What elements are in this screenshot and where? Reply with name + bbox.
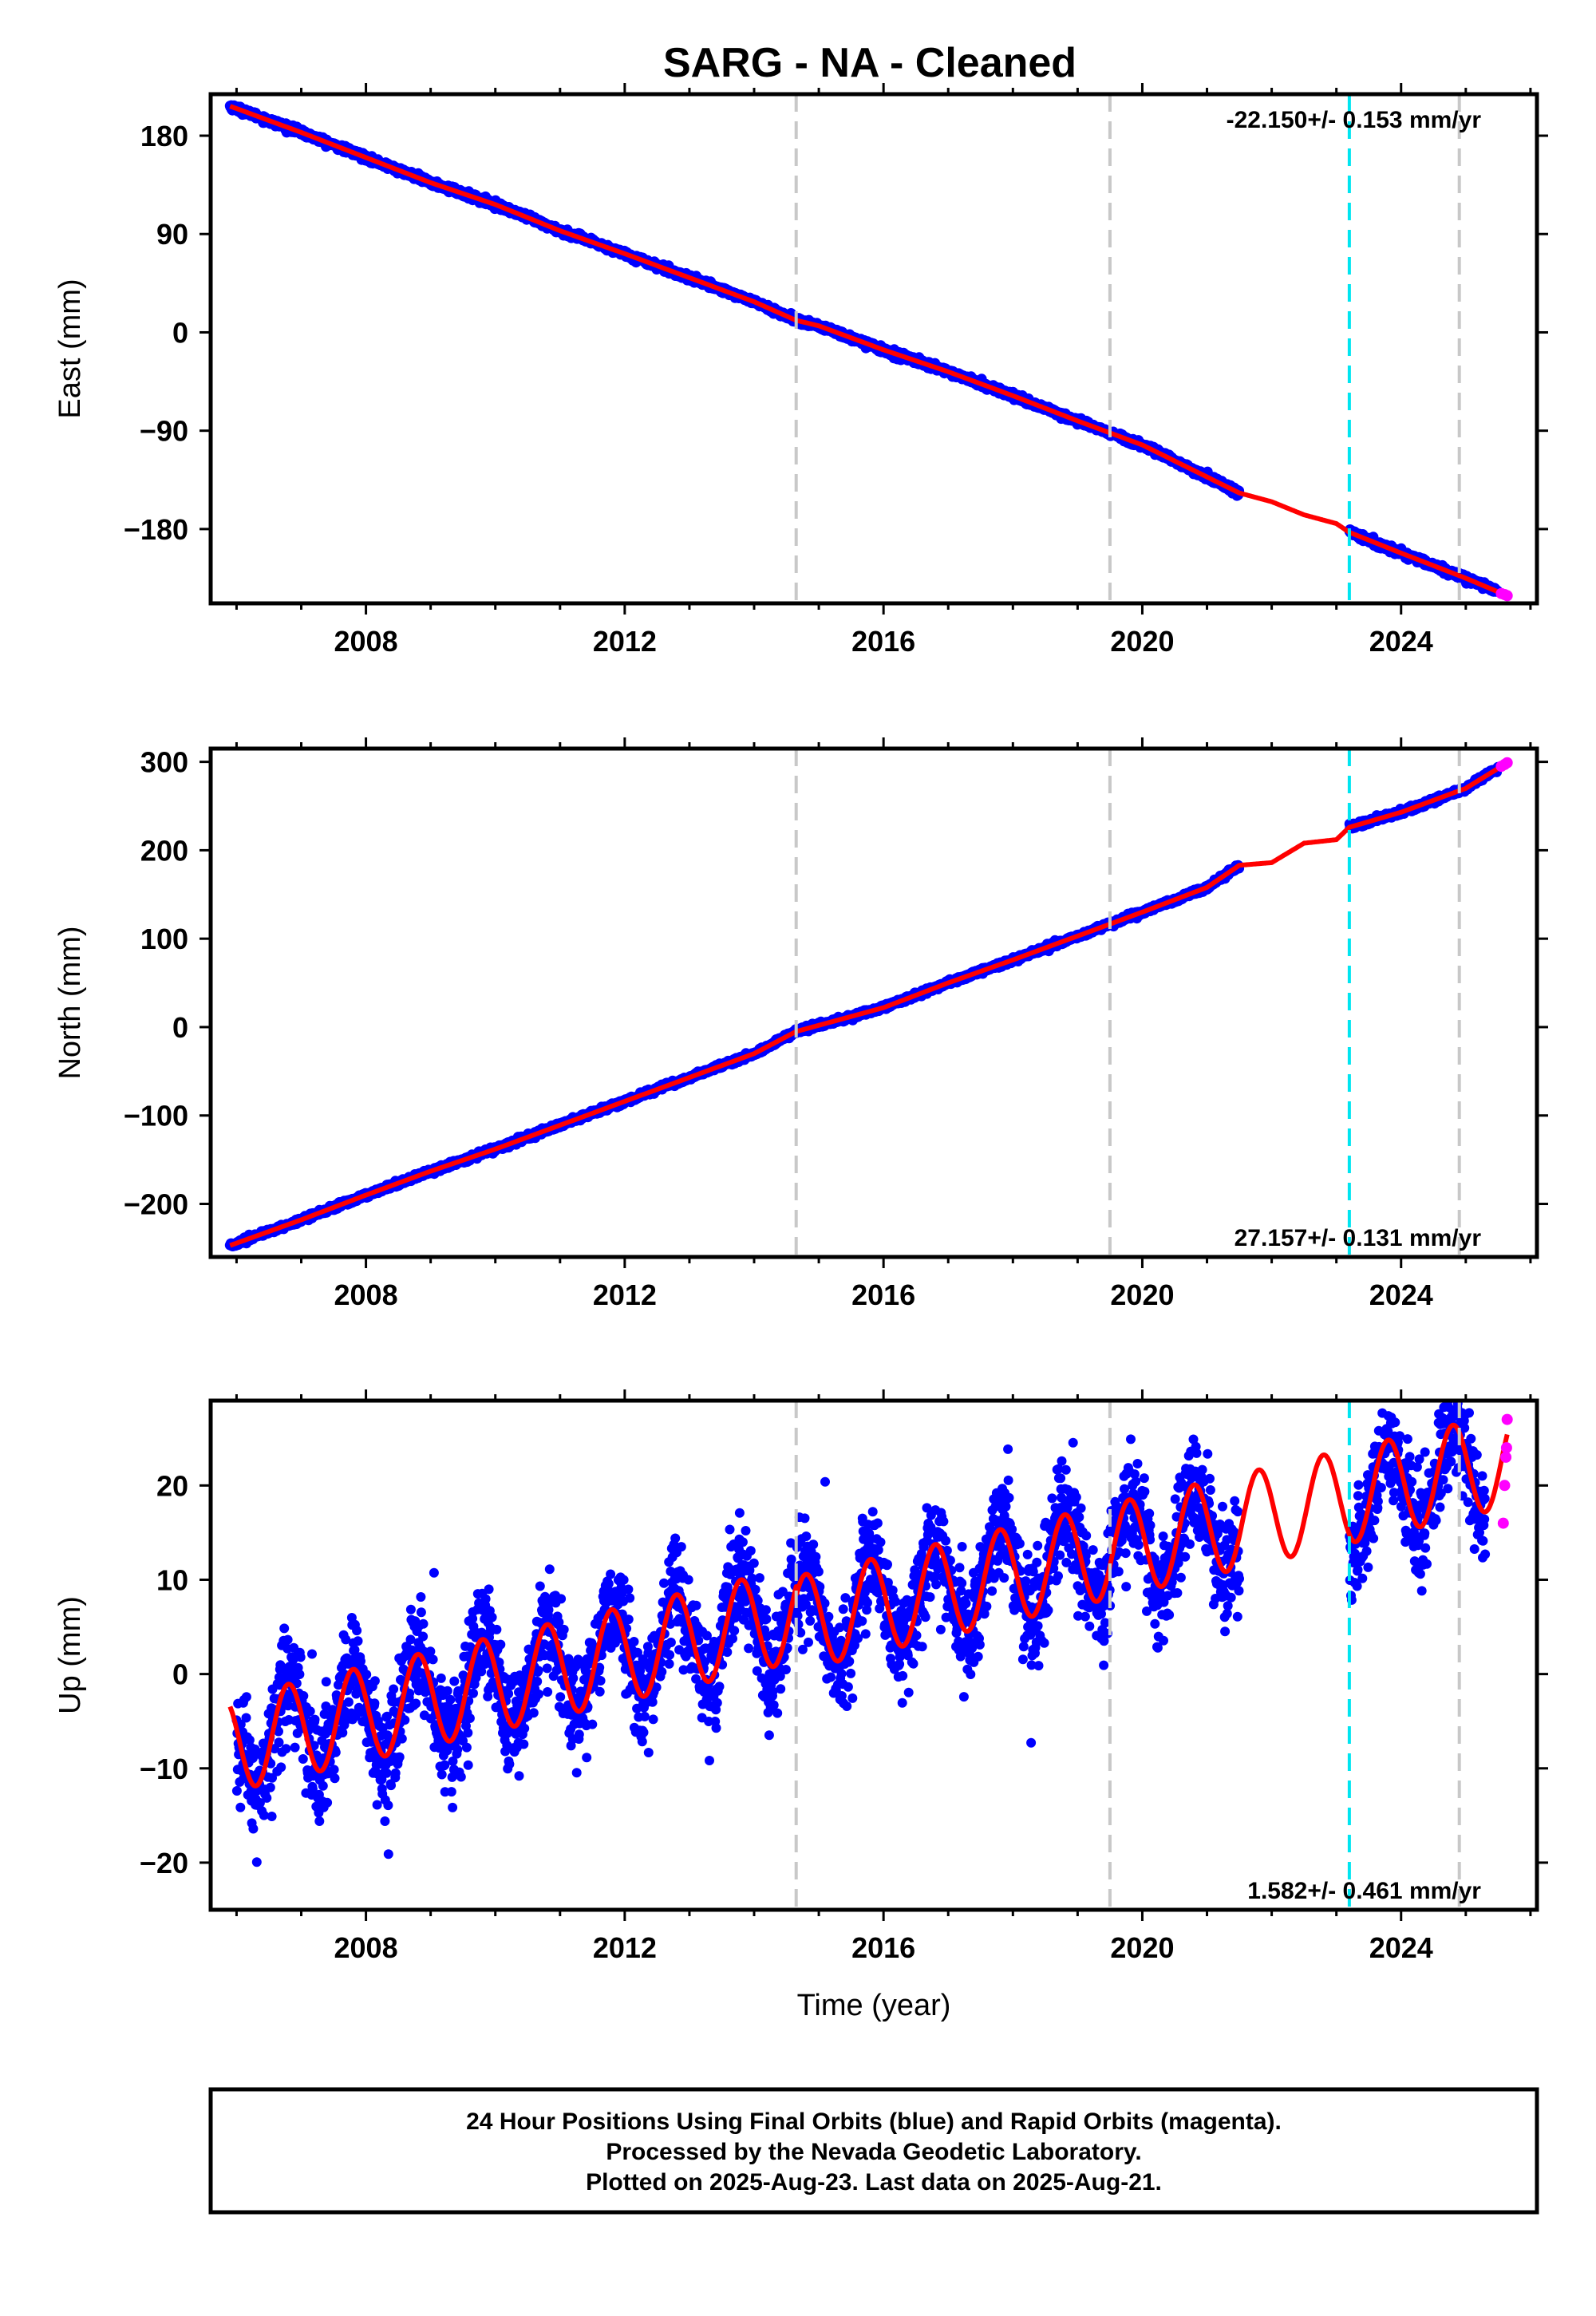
plot-frame xyxy=(208,92,1539,606)
y-tick-label: 180 xyxy=(140,120,188,152)
model-curve xyxy=(228,104,1509,599)
x-tick-label: 2016 xyxy=(851,625,915,658)
y-tick-label: 90 xyxy=(156,218,188,251)
rapid-orbit-point xyxy=(1501,590,1513,602)
panel-north: 2008 2012 2016 2020 2024−200−1000100200300No… xyxy=(53,737,1548,1311)
y-tick-label: 0 xyxy=(172,316,188,349)
panel-east: 2008 2012 2016 2020 2024 −180 −90 0 90 180 East (m… xyxy=(53,83,1548,658)
chart-title: SARG - NA - Cleaned xyxy=(663,40,1077,86)
x-tick-label: 2008 xyxy=(334,625,398,658)
y-axis-label: East (mm) xyxy=(53,279,87,418)
rapid-orbit-points xyxy=(1495,587,1513,602)
x-tick-label: 2020 xyxy=(1110,625,1174,658)
y-tick-label: −180 xyxy=(124,513,188,546)
x-tick-label: 2012 xyxy=(593,625,657,658)
plot-area xyxy=(224,100,1513,602)
rate-label: -22.150+/- 0.153 mm/yr xyxy=(1227,107,1482,133)
y-tick-label: −90 xyxy=(140,415,188,448)
x-tick-label: 2024 xyxy=(1369,625,1433,658)
plot-area xyxy=(224,757,1513,1251)
